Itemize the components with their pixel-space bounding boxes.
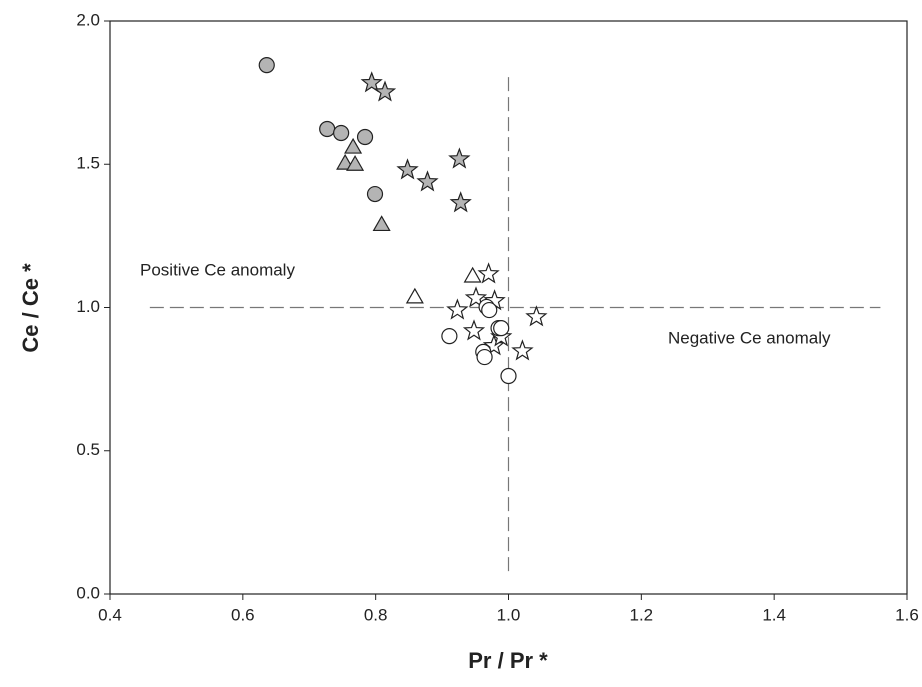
point [405,287,424,304]
point [462,319,486,341]
point [477,262,500,284]
point [449,191,472,213]
annotation: Negative Ce anomaly [668,328,831,347]
x-tick-label: 0.6 [231,605,255,624]
point [446,298,469,320]
x-tick-label: 1.0 [497,605,521,624]
point [366,185,384,203]
x-tick-label: 1.6 [895,605,919,624]
point [448,147,471,169]
x-tick-label: 0.4 [98,605,122,624]
y-tick-label: 1.0 [76,297,100,316]
point [525,305,548,327]
point [360,71,383,93]
point [511,339,534,361]
point [396,158,419,180]
point [463,266,482,283]
point [258,57,275,74]
point [344,137,363,154]
annotation: Positive Ce anomaly [140,260,295,279]
y-tick-label: 0.5 [76,440,100,459]
x-tick-label: 1.2 [630,605,654,624]
point [319,120,336,138]
x-axis-title: Pr / Pr * [468,648,548,673]
point [464,286,488,308]
y-tick-label: 2.0 [76,10,100,29]
point [416,170,439,192]
point [356,128,374,146]
point [482,334,506,356]
point [373,80,397,102]
point [372,215,391,232]
x-tick-label: 0.8 [364,605,388,624]
point [346,155,365,171]
x-tick-label: 1.4 [762,605,786,624]
point [500,367,517,385]
point [441,328,458,345]
y-tick-label: 1.5 [76,154,100,173]
point [493,320,510,337]
point [481,301,498,319]
point [333,124,350,142]
y-axis-title: Ce / Ce * [18,263,43,353]
point [476,348,493,366]
y-tick-label: 0.0 [76,583,100,602]
